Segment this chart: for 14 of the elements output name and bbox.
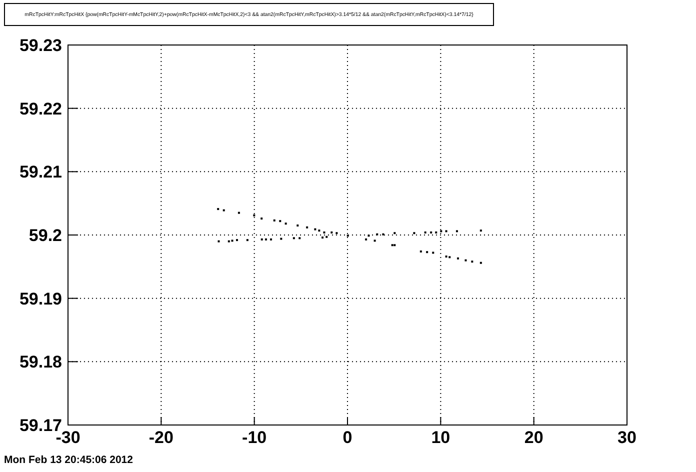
x-tick-label: 10	[431, 428, 450, 448]
y-tick-label: 59.21	[19, 162, 62, 182]
y-tick-label: 59.19	[19, 289, 62, 308]
text: Mon Feb 13 20:45:06 2012	[4, 454, 133, 466]
x-tick-label: 30	[618, 428, 636, 448]
x-tick-label: -10	[242, 428, 267, 448]
y-tick-label: 59.23	[19, 36, 62, 56]
y-tick-label: 59.22	[19, 99, 62, 118]
y-tick-label: 59.2	[28, 226, 62, 246]
y-tick-label: 59.18	[19, 352, 62, 372]
x-tick-label: 20	[524, 428, 544, 448]
x-tick-label: 0	[342, 428, 352, 448]
x-tick-label: -20	[148, 428, 174, 448]
y-tick-label: 59.17	[19, 416, 62, 436]
